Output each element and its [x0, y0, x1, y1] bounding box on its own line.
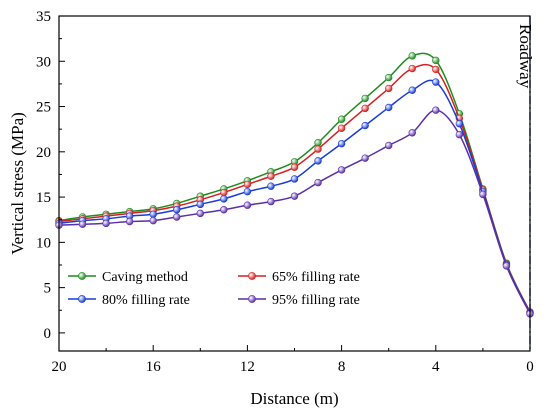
x-tick-label: 4 — [432, 359, 440, 375]
data-point-65-filling-rate — [290, 163, 299, 171]
legend-label: Caving method — [102, 270, 188, 285]
data-point-95-filling-rate — [314, 178, 322, 187]
roadway-label: Roadway — [516, 24, 535, 89]
legend-item-caving-method: Caving method — [68, 270, 188, 285]
data-point-95-filling-rate — [502, 262, 511, 270]
data-point-80-filling-rate — [408, 86, 416, 94]
axis-layer: Roadway 20 16 12 8 4 0 0 5 10 15 20 25 30 35 Distance (… — [8, 9, 535, 408]
data-point-65-filling-rate — [432, 65, 440, 74]
legend-label: 80% filling rate — [102, 293, 190, 308]
y-axis-title: Vertical stress (MPa) — [8, 112, 27, 255]
legend-item-65-filling-rate: 65% filling rate — [238, 270, 360, 285]
data-point-95-filling-rate — [290, 192, 299, 200]
data-point-95-filling-rate — [361, 154, 369, 162]
legend: Caving method 65% filling rate 80% filling… — [68, 270, 360, 308]
data-point-80-filling-rate — [361, 121, 369, 130]
data-point-95-filling-rate — [432, 106, 440, 114]
data-point-caving-method — [314, 139, 322, 147]
data-point-65-filling-rate — [314, 145, 322, 153]
data-point-95-filling-rate — [455, 130, 464, 139]
data-point-95-filling-rate — [267, 197, 275, 206]
legend-label: 95% filling rate — [272, 293, 360, 308]
data-point-80-filling-rate — [290, 175, 299, 183]
data-point-95-filling-rate — [479, 190, 487, 199]
x-tick-label: 16 — [146, 359, 162, 375]
x-axis-title: Distance (m) — [250, 389, 338, 408]
data-point-80-filling-rate — [173, 206, 181, 214]
data-point-95-filling-rate — [385, 141, 393, 150]
y-tick-label: 0 — [44, 326, 52, 342]
data-point-65-filling-rate — [220, 188, 228, 197]
y-tick-label: 20 — [36, 145, 51, 161]
data-point-95-filling-rate — [173, 213, 181, 221]
data-point-80-filling-rate — [267, 182, 275, 190]
data-point-95-filling-rate — [78, 220, 87, 228]
y-tick-label: 5 — [44, 281, 52, 297]
data-point-caving-method — [385, 73, 393, 82]
data-point-95-filling-rate — [125, 217, 134, 226]
data-point-95-filling-rate — [337, 166, 346, 174]
data-point-80-filling-rate — [385, 103, 393, 112]
data-point-65-filling-rate — [385, 84, 393, 93]
legend-label: 65% filling rate — [272, 270, 360, 285]
data-point-80-filling-rate — [149, 210, 157, 218]
x-tick-label: 12 — [240, 359, 255, 375]
data-point-95-filling-rate — [196, 209, 205, 218]
legend-marker — [248, 295, 256, 303]
data-point-80-filling-rate — [314, 157, 322, 165]
data-point-95-filling-rate — [408, 129, 416, 137]
data-point-80-filling-rate — [196, 200, 205, 209]
data-point-65-filling-rate — [361, 104, 369, 113]
data-point-65-filling-rate — [243, 180, 252, 189]
legend-marker — [78, 272, 86, 280]
data-point-95-filling-rate — [243, 201, 252, 209]
legend-marker — [248, 272, 256, 280]
x-tick-label: 0 — [526, 359, 534, 375]
data-point-65-filling-rate — [408, 64, 416, 73]
x-tick-label: 8 — [338, 359, 346, 375]
data-point-80-filling-rate — [432, 78, 440, 86]
legend-marker — [78, 295, 86, 303]
data-point-caving-method — [337, 115, 346, 123]
y-tick-label: 30 — [36, 54, 51, 70]
data-point-80-filling-rate — [337, 139, 346, 148]
data-point-80-filling-rate — [455, 120, 464, 128]
data-point-95-filling-rate — [149, 216, 157, 225]
data-point-95-filling-rate — [102, 219, 110, 228]
data-point-80-filling-rate — [220, 195, 228, 203]
x-tick-label: 20 — [52, 359, 67, 375]
y-tick-label: 15 — [36, 190, 51, 206]
legend-item-80-filling-rate: 80% filling rate — [68, 293, 190, 308]
data-point-65-filling-rate — [337, 124, 346, 132]
y-tick-label: 25 — [36, 100, 51, 116]
data-point-95-filling-rate — [220, 206, 228, 214]
data-point-caving-method — [432, 56, 440, 65]
data-point-caving-method — [361, 94, 369, 103]
y-tick-label: 10 — [36, 235, 51, 251]
data-point-caving-method — [408, 52, 416, 60]
data-point-80-filling-rate — [243, 187, 252, 196]
data-point-65-filling-rate — [267, 172, 275, 180]
y-tick-label: 35 — [36, 9, 51, 25]
legend-item-95-filling-rate: 95% filling rate — [238, 293, 360, 308]
